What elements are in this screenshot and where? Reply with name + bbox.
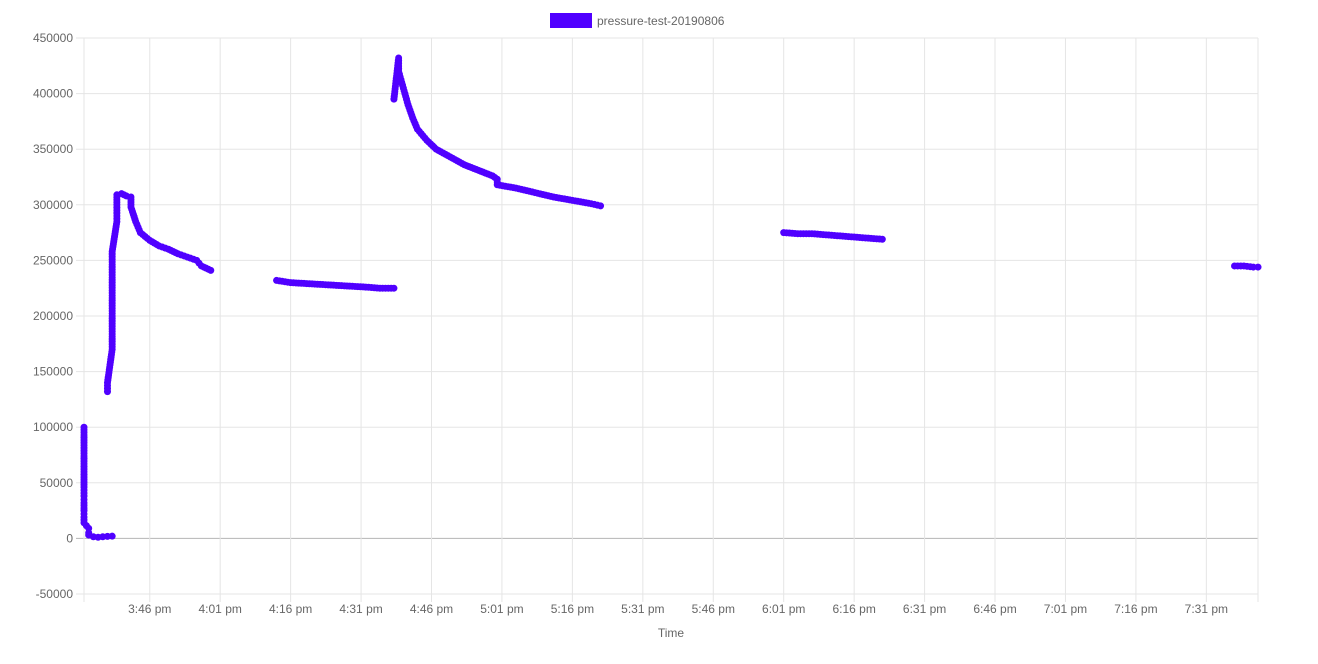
- y-tick-label: 450000: [33, 31, 73, 45]
- y-axis: -50000 0 50000 100000 150000 200000 250000 3000…: [33, 31, 73, 601]
- data-point: [207, 266, 215, 274]
- x-axis: 3:46 pm 4:01 pm 4:16 pm 4:31 pm 4:46 pm 5:01 …: [128, 602, 1228, 616]
- x-tick-label: 6:01 pm: [762, 602, 805, 616]
- y-tick-label: 100000: [33, 420, 73, 434]
- x-tick-label: 6:46 pm: [973, 602, 1016, 616]
- x-tick-label: 5:01 pm: [480, 602, 523, 616]
- x-tick-label: 3:46 pm: [128, 602, 171, 616]
- data-point: [597, 202, 605, 210]
- y-tick-label: 150000: [33, 365, 73, 379]
- data-point: [108, 532, 116, 540]
- y-tick-label: 400000: [33, 87, 73, 101]
- x-tick-label: 5:16 pm: [551, 602, 594, 616]
- x-tick-label: 6:16 pm: [832, 602, 875, 616]
- legend[interactable]: pressure-test-20190806: [550, 13, 725, 28]
- x-tick-label: 4:01 pm: [199, 602, 242, 616]
- data-point: [1254, 263, 1262, 271]
- y-tick-label: -50000: [36, 587, 74, 601]
- gridlines: [76, 37, 1259, 602]
- x-tick-label: 4:16 pm: [269, 602, 312, 616]
- legend-swatch: [550, 13, 592, 28]
- y-tick-label: 50000: [40, 476, 74, 490]
- data-point: [390, 284, 398, 292]
- y-tick-label: 200000: [33, 309, 73, 323]
- x-tick-label: 4:46 pm: [410, 602, 453, 616]
- data-points: [80, 54, 1262, 541]
- x-tick-label: 7:31 pm: [1185, 602, 1228, 616]
- y-tick-label: 300000: [33, 198, 73, 212]
- y-tick-label: 250000: [33, 253, 73, 267]
- x-tick-label: 5:46 pm: [692, 602, 735, 616]
- x-tick-label: 7:16 pm: [1114, 602, 1157, 616]
- x-tick-label: 5:31 pm: [621, 602, 664, 616]
- x-tick-label: 7:01 pm: [1044, 602, 1087, 616]
- data-point: [878, 235, 886, 243]
- x-axis-title: Time: [658, 626, 685, 640]
- y-tick-label: 0: [66, 531, 73, 545]
- x-tick-label: 6:31 pm: [903, 602, 946, 616]
- x-tick-label: 4:31 pm: [339, 602, 382, 616]
- legend-label: pressure-test-20190806: [597, 14, 725, 28]
- y-tick-label: 350000: [33, 142, 73, 156]
